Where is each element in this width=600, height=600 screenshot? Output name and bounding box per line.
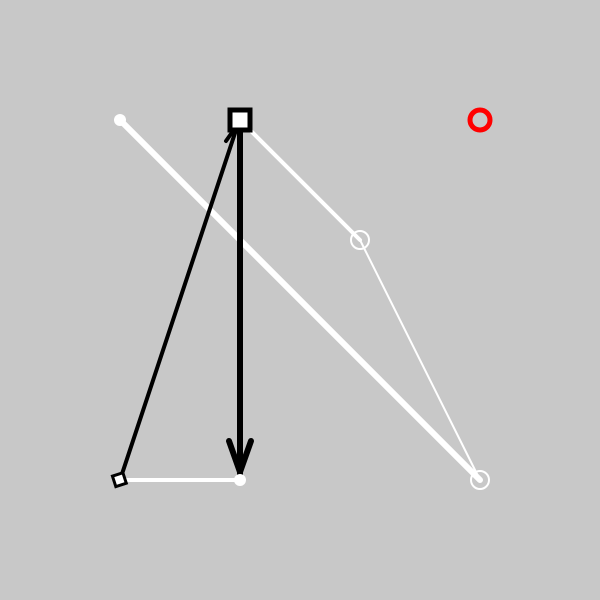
arrowhead-bottom-center xyxy=(226,438,254,475)
bottom-right-node xyxy=(470,470,490,490)
top-left-node xyxy=(114,114,126,126)
bottom-center-node xyxy=(234,474,246,486)
middle-node xyxy=(350,230,370,250)
arrow-bottom-left-to-top-center xyxy=(118,122,240,482)
edge-top-left-to-bottom-right xyxy=(117,117,483,483)
top-center-node-dot xyxy=(235,115,245,125)
top-right-node xyxy=(467,107,493,133)
edge-top-center-to-middle xyxy=(238,118,362,242)
edge-middle-to-bottom-right xyxy=(359,239,481,481)
bottom-left-node xyxy=(110,470,129,489)
